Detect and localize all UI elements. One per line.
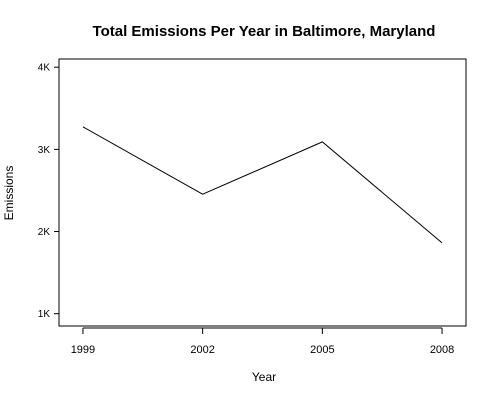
x-tick-label: 2005 xyxy=(310,344,334,356)
x-axis-label: Year xyxy=(252,370,276,384)
y-tick-label: 1K xyxy=(38,309,51,320)
y-tick-label: 2K xyxy=(38,227,51,238)
y-tick-label: 4K xyxy=(38,63,51,74)
series-line xyxy=(82,126,443,244)
series-layer xyxy=(82,126,443,244)
plot-frame xyxy=(58,58,467,327)
x-tick-label: 2008 xyxy=(430,344,454,356)
x-tick-label: 2002 xyxy=(190,344,214,356)
chart-title: Total Emissions Per Year in Baltimore, M… xyxy=(93,23,436,40)
y-axis: 1K 2K 3K 4K xyxy=(38,63,59,320)
y-axis-label: Emissions xyxy=(2,166,16,221)
y-tick-label: 3K xyxy=(38,145,51,156)
x-tick-label: 1999 xyxy=(71,344,95,356)
x-axis: 1999 2002 2005 2008 xyxy=(71,327,454,356)
